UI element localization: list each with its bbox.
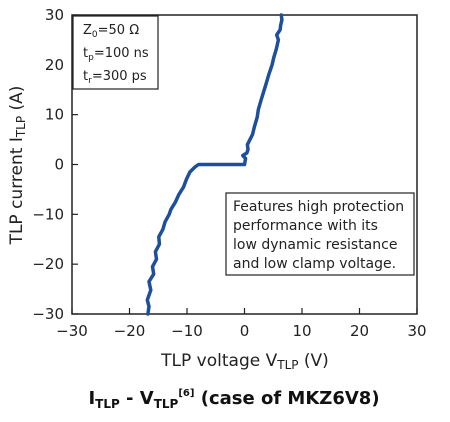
param-tp: tp=100 ns <box>83 46 149 63</box>
note-box: Features high protection performance with… <box>225 192 415 276</box>
note-text: Features high protection performance with… <box>233 199 404 272</box>
y-tick-label: 10 <box>45 106 64 124</box>
params-box: Z0=50 Ω tp=100 ns tr=300 ps <box>72 15 159 90</box>
note-line: and low clamp voltage. <box>233 256 396 272</box>
y-tick-label: −20 <box>32 255 64 273</box>
y-tick-label: −30 <box>32 305 64 323</box>
note-line: Features high protection <box>233 199 404 215</box>
x-tick-label: 20 <box>350 322 369 340</box>
note-line: performance with its <box>233 218 378 234</box>
param-z0: Z0=50 Ω <box>83 23 139 40</box>
x-axis-ticks: −30 −20 −10 0 10 20 30 <box>56 308 427 340</box>
x-tick-label: 10 <box>292 322 311 340</box>
y-axis-title: TLP current ITLP (A) <box>7 86 28 246</box>
note-line: low dynamic resistance <box>233 237 397 253</box>
x-axis-title: TLP voltage VTLP (V) <box>160 351 329 372</box>
series-line <box>145 13 284 316</box>
x-tick-label: 0 <box>240 322 250 340</box>
y-tick-label: −10 <box>32 205 64 223</box>
y-tick-label: 0 <box>54 156 64 174</box>
x-tick-label: 30 <box>407 322 426 340</box>
x-tick-label: −30 <box>56 322 88 340</box>
figure-caption: ITLP - VTLP[6] (case of MKZ6V8) <box>88 388 379 411</box>
x-tick-label: −20 <box>114 322 146 340</box>
x-tick-label: −10 <box>171 322 203 340</box>
y-axis-ticks: −30 −20 −10 0 10 20 30 <box>32 6 78 323</box>
y-tick-label: 20 <box>45 56 64 74</box>
param-tr: tr=300 ps <box>83 69 147 86</box>
y-tick-label: 30 <box>45 6 64 24</box>
